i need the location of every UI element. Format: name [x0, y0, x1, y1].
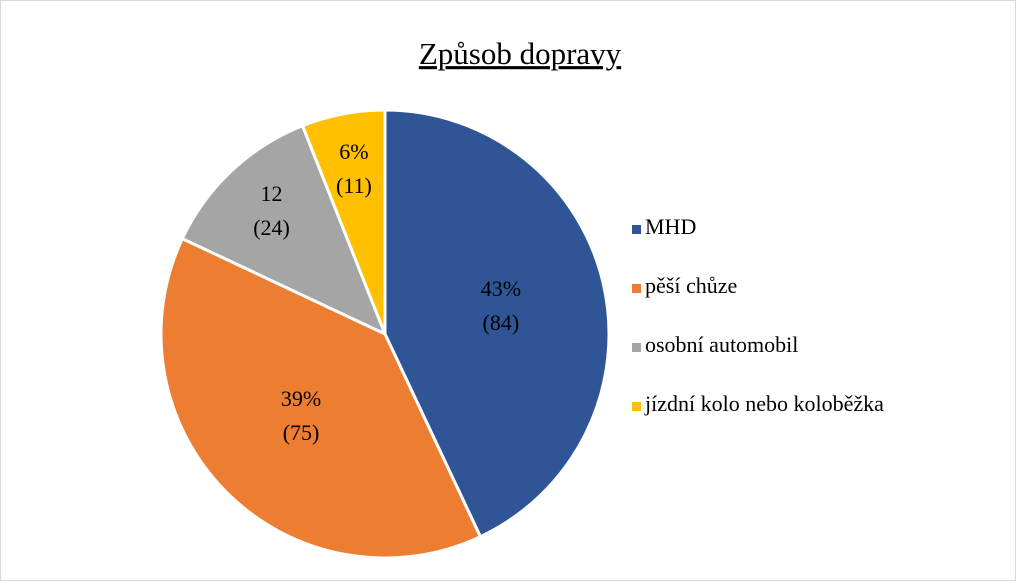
legend-marker [632, 402, 641, 411]
pie-slice [301, 108, 387, 336]
data-label: (24) [253, 215, 290, 240]
data-label: 6% [339, 139, 368, 164]
data-label: (11) [336, 173, 372, 198]
data-label: (75) [283, 420, 320, 445]
data-label: 43% [481, 276, 521, 301]
pie-slice [180, 124, 387, 336]
legend-marker [632, 225, 641, 234]
legend-label: pěší chůze [645, 273, 737, 298]
legend-label: osobní automobil [645, 332, 798, 357]
pie-slice [383, 108, 611, 539]
legend-marker [632, 284, 641, 293]
chart-title: Způsob dopravy [419, 36, 622, 71]
data-label: (84) [483, 310, 520, 335]
legend-label: MHD [645, 214, 696, 239]
legend-label: jízdní kolo nebo koloběžka [644, 391, 884, 416]
legend-marker [632, 343, 641, 352]
data-label: 12 [261, 181, 283, 206]
data-label: 39% [281, 386, 321, 411]
pie-slice [159, 237, 482, 560]
